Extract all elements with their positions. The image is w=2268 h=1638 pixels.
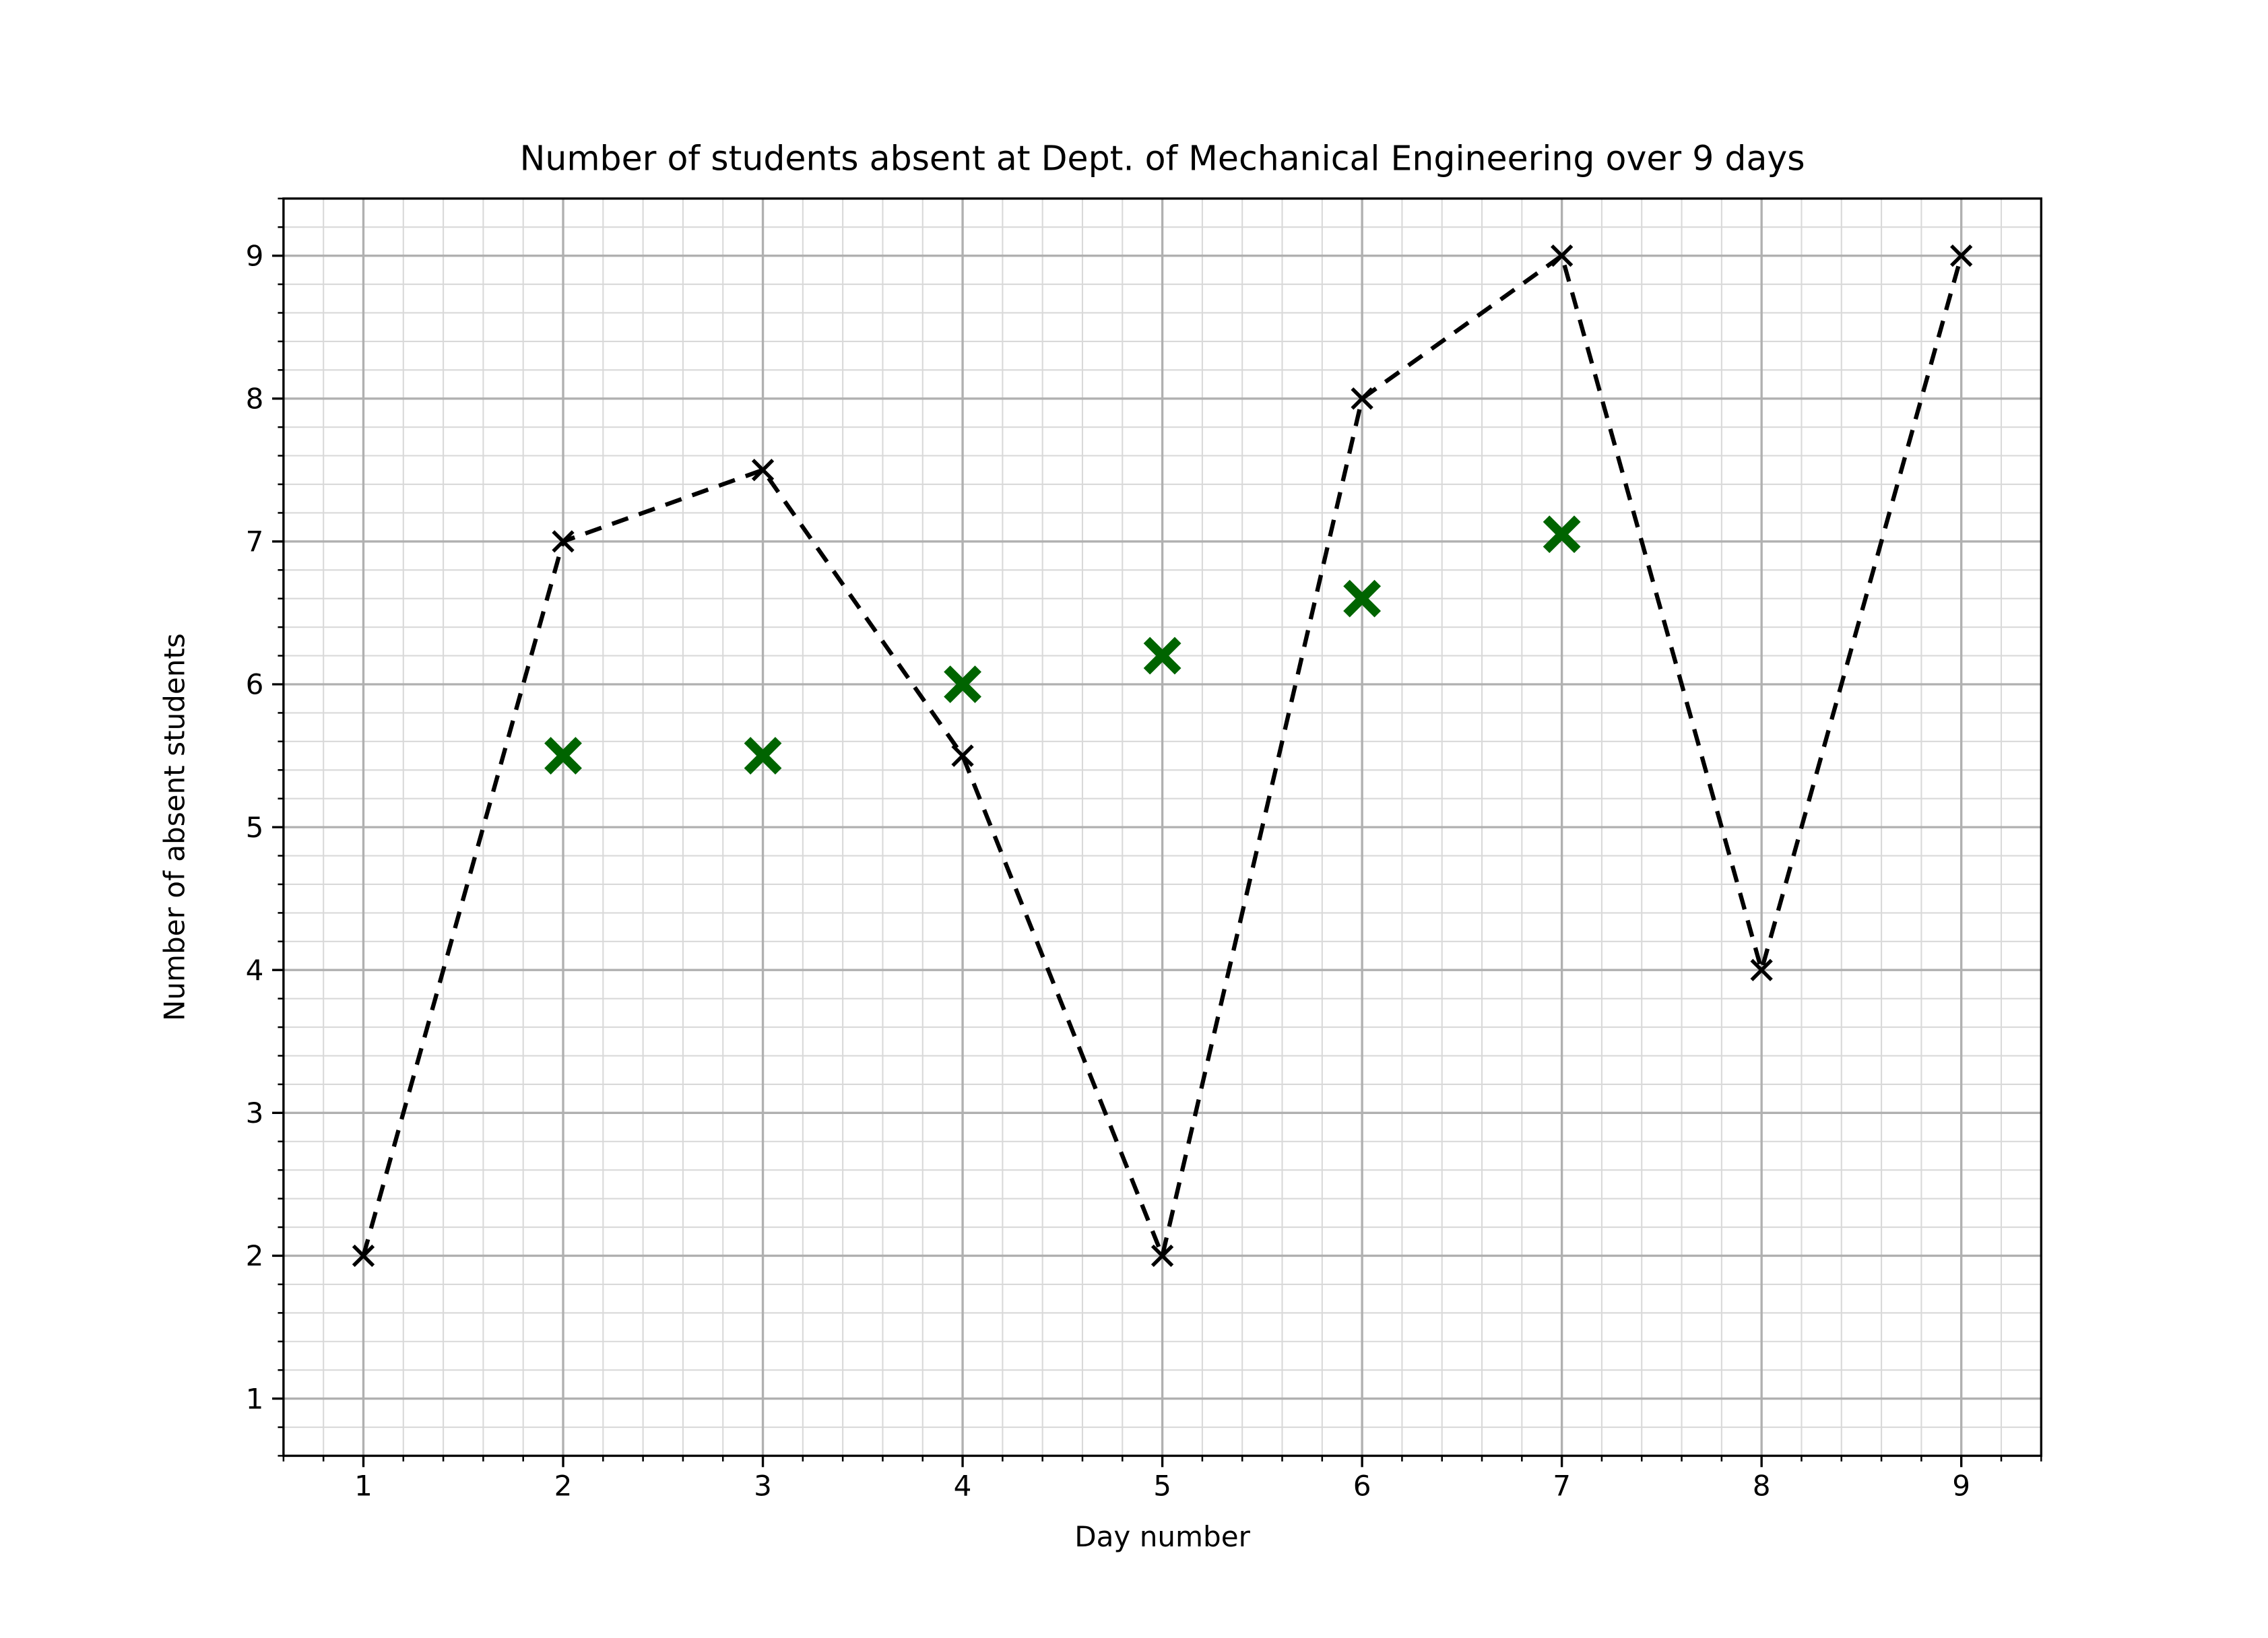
y-tick-label: 4 bbox=[246, 954, 264, 987]
x-tick-label: 4 bbox=[954, 1469, 972, 1502]
x-tick-label: 2 bbox=[554, 1469, 573, 1502]
chart-title: Number of students absent at Dept. of Me… bbox=[520, 139, 1805, 178]
y-tick-label: 1 bbox=[246, 1382, 264, 1415]
y-tick-label: 3 bbox=[246, 1096, 264, 1129]
x-tick-label: 9 bbox=[1952, 1469, 1970, 1502]
x-tick-label: 3 bbox=[754, 1469, 772, 1502]
chart-background bbox=[0, 3, 2268, 1635]
x-tick-label: 7 bbox=[1553, 1469, 1571, 1502]
x-tick-label: 8 bbox=[1753, 1469, 1771, 1502]
x-tick-label: 5 bbox=[1153, 1469, 1171, 1502]
y-tick-label: 8 bbox=[246, 382, 264, 415]
y-tick-label: 2 bbox=[246, 1239, 264, 1272]
y-axis-label: Number of absent students bbox=[158, 633, 191, 1021]
y-tick-label: 7 bbox=[246, 525, 264, 558]
x-tick-label: 6 bbox=[1353, 1469, 1371, 1502]
absenteeism-chart: 1 2 3 4 5 6 7 8 9 1 2 3 4 5 6 7 8 9 Day number Number of ab… bbox=[0, 0, 2268, 1638]
y-tick-label: 6 bbox=[246, 668, 264, 701]
y-tick-label: 5 bbox=[246, 811, 264, 844]
x-axis-label: Day number bbox=[1074, 1520, 1250, 1553]
y-tick-label: 9 bbox=[246, 239, 264, 272]
x-tick-label: 1 bbox=[354, 1469, 372, 1502]
chart-container: 1 2 3 4 5 6 7 8 9 1 2 3 4 5 6 7 8 9 Day number Number of ab… bbox=[0, 0, 2268, 1638]
